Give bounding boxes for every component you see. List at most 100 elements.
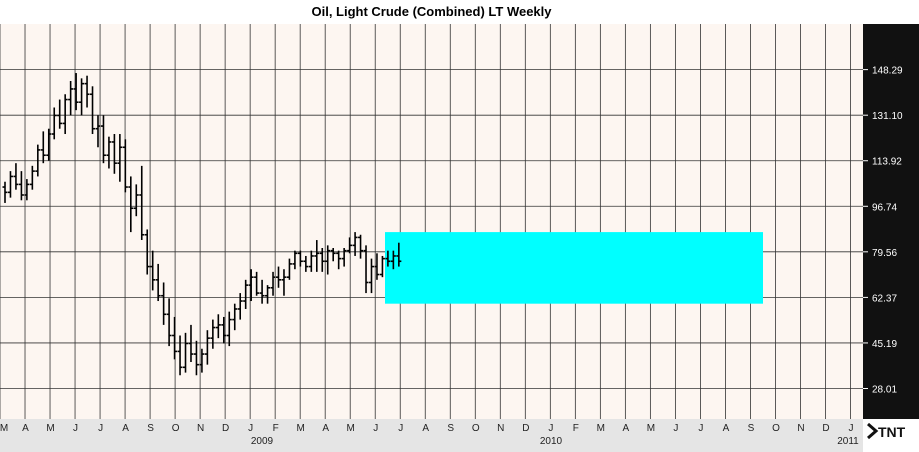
- ohlc-bar: [237, 293, 243, 320]
- x-month-label: N: [497, 423, 504, 434]
- ohlc-bar: [199, 348, 205, 373]
- y-tick-label: 79.56: [872, 248, 897, 259]
- ohlc-bar: [221, 316, 227, 344]
- x-month-label: J: [698, 423, 703, 434]
- ohlc-bar: [368, 258, 374, 294]
- ohlc-bar: [193, 340, 199, 376]
- ohlc-bar: [379, 255, 385, 278]
- ohlc-bar: [133, 184, 139, 217]
- x-month-label: M: [46, 423, 54, 434]
- x-month-label: O: [772, 423, 780, 434]
- ohlc-bar: [265, 285, 271, 304]
- x-month-label: M: [0, 423, 8, 434]
- x-month-label: J: [849, 423, 854, 434]
- ohlc-bar: [276, 266, 281, 288]
- y-axis-ticks: 148.29 131.10 113.92 96.74 79.56 62.37 45.19 28…: [863, 66, 903, 395]
- ohlc-bar: [90, 86, 96, 135]
- ohlc-bar: [232, 303, 238, 331]
- ohlc-bar: [325, 245, 331, 275]
- ohlc-bar: [286, 258, 292, 280]
- ohlc-bar: [172, 316, 178, 360]
- x-month-label: A: [22, 423, 29, 434]
- ohlc-bar: [248, 269, 254, 302]
- x-month-label: F: [273, 423, 279, 434]
- chart-title: Oil, Light Crude (Combined) LT Weekly: [311, 4, 552, 19]
- ohlc-bar: [352, 232, 358, 256]
- x-month-label: A: [322, 423, 329, 434]
- ohlc-bar: [57, 99, 63, 129]
- x-month-label: J: [373, 423, 378, 434]
- ohlc-bar: [347, 237, 353, 254]
- ohlc-bar: [177, 335, 183, 376]
- ohlc-bar: [100, 115, 106, 164]
- ohlc-bar: [40, 131, 46, 164]
- ohlc-bar: [259, 279, 265, 304]
- x-month-label: N: [797, 423, 804, 434]
- y-tick-label: 113.92: [872, 157, 902, 168]
- x-month-label: A: [122, 423, 129, 434]
- x-month-label: J: [248, 423, 253, 434]
- ohlc-bar: [336, 250, 342, 270]
- x-month-label: J: [398, 423, 403, 434]
- ohlc-bar: [73, 73, 79, 111]
- ohlc-bar: [35, 144, 41, 177]
- y-tick-label: 62.37: [872, 293, 897, 304]
- ohlc-bar: [29, 165, 35, 190]
- ohlc-bar: [385, 250, 391, 267]
- ohlc-bar: [166, 298, 172, 347]
- ohlc-bar: [13, 163, 19, 190]
- ohlc-bar: [254, 271, 260, 296]
- x-month-label: S: [447, 423, 454, 434]
- ohlc-bar: [226, 311, 232, 347]
- ohlc-bar: [122, 139, 128, 193]
- ohlc-bar: [374, 253, 380, 280]
- x-month-label: J: [73, 423, 78, 434]
- x-month-label: J: [98, 423, 103, 434]
- ohlc-bar: [79, 78, 85, 116]
- ohlc-bar: [204, 330, 210, 365]
- ohlc-bar: [292, 250, 298, 270]
- x-year-label: 2009: [251, 436, 274, 447]
- x-month-label: M: [597, 423, 605, 434]
- ohlc-bar: [390, 250, 396, 270]
- ohlc-bar: [319, 248, 325, 272]
- ohlc-bar: [281, 269, 287, 296]
- x-month-label: O: [472, 423, 480, 434]
- x-month-label: O: [172, 423, 180, 434]
- ohlc-bar: [62, 94, 68, 135]
- highlight-zone: [385, 232, 763, 304]
- x-month-label: M: [647, 423, 655, 434]
- ohlc-bar: [128, 176, 134, 233]
- y-tick-label: 96.74: [872, 202, 897, 213]
- x-month-label: J: [548, 423, 553, 434]
- x-month-label: N: [197, 423, 204, 434]
- x-axis-panel: [0, 419, 863, 452]
- ohlc-bar: [215, 314, 221, 339]
- x-year-label: 2010: [540, 436, 563, 447]
- x-month-label: D: [522, 423, 529, 434]
- ohlc-bar: [95, 115, 101, 148]
- ohlc-bar: [188, 324, 194, 363]
- ohlc-bar: [363, 245, 369, 294]
- ohlc-bar: [68, 80, 74, 116]
- plot-background: [0, 24, 863, 419]
- x-month-label: S: [748, 423, 755, 434]
- x-month-label: S: [147, 423, 154, 434]
- x-month-label: D: [822, 423, 829, 434]
- svg-text:TNT: TNT: [878, 424, 906, 440]
- ohlc-bar: [330, 248, 336, 262]
- y-tick-label: 28.01: [872, 384, 897, 395]
- x-month-label: D: [222, 423, 229, 434]
- y-axis-panel: [863, 24, 919, 419]
- ohlc-bar: [117, 134, 123, 182]
- ohlc-bar: [358, 234, 364, 259]
- x-month-label: M: [297, 423, 305, 434]
- ohlc-bar: [51, 107, 57, 140]
- ohlc-bar: [270, 271, 276, 296]
- ohlc-bar: [155, 263, 161, 302]
- x-month-label: M: [347, 423, 355, 434]
- tnt-logo: TNT: [867, 422, 906, 440]
- ohlc-bar: [308, 250, 314, 272]
- ohlc-bar: [297, 250, 303, 267]
